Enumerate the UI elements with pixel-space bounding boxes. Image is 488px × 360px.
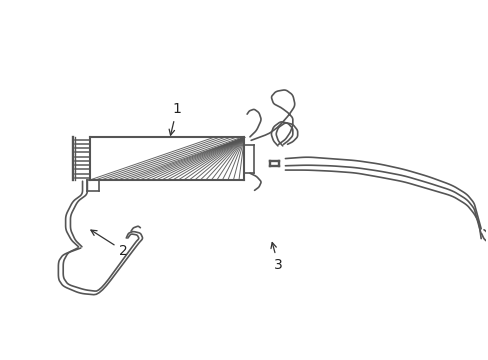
Text: 3: 3 (270, 243, 282, 272)
Text: 2: 2 (91, 230, 128, 258)
Text: 1: 1 (169, 102, 181, 135)
